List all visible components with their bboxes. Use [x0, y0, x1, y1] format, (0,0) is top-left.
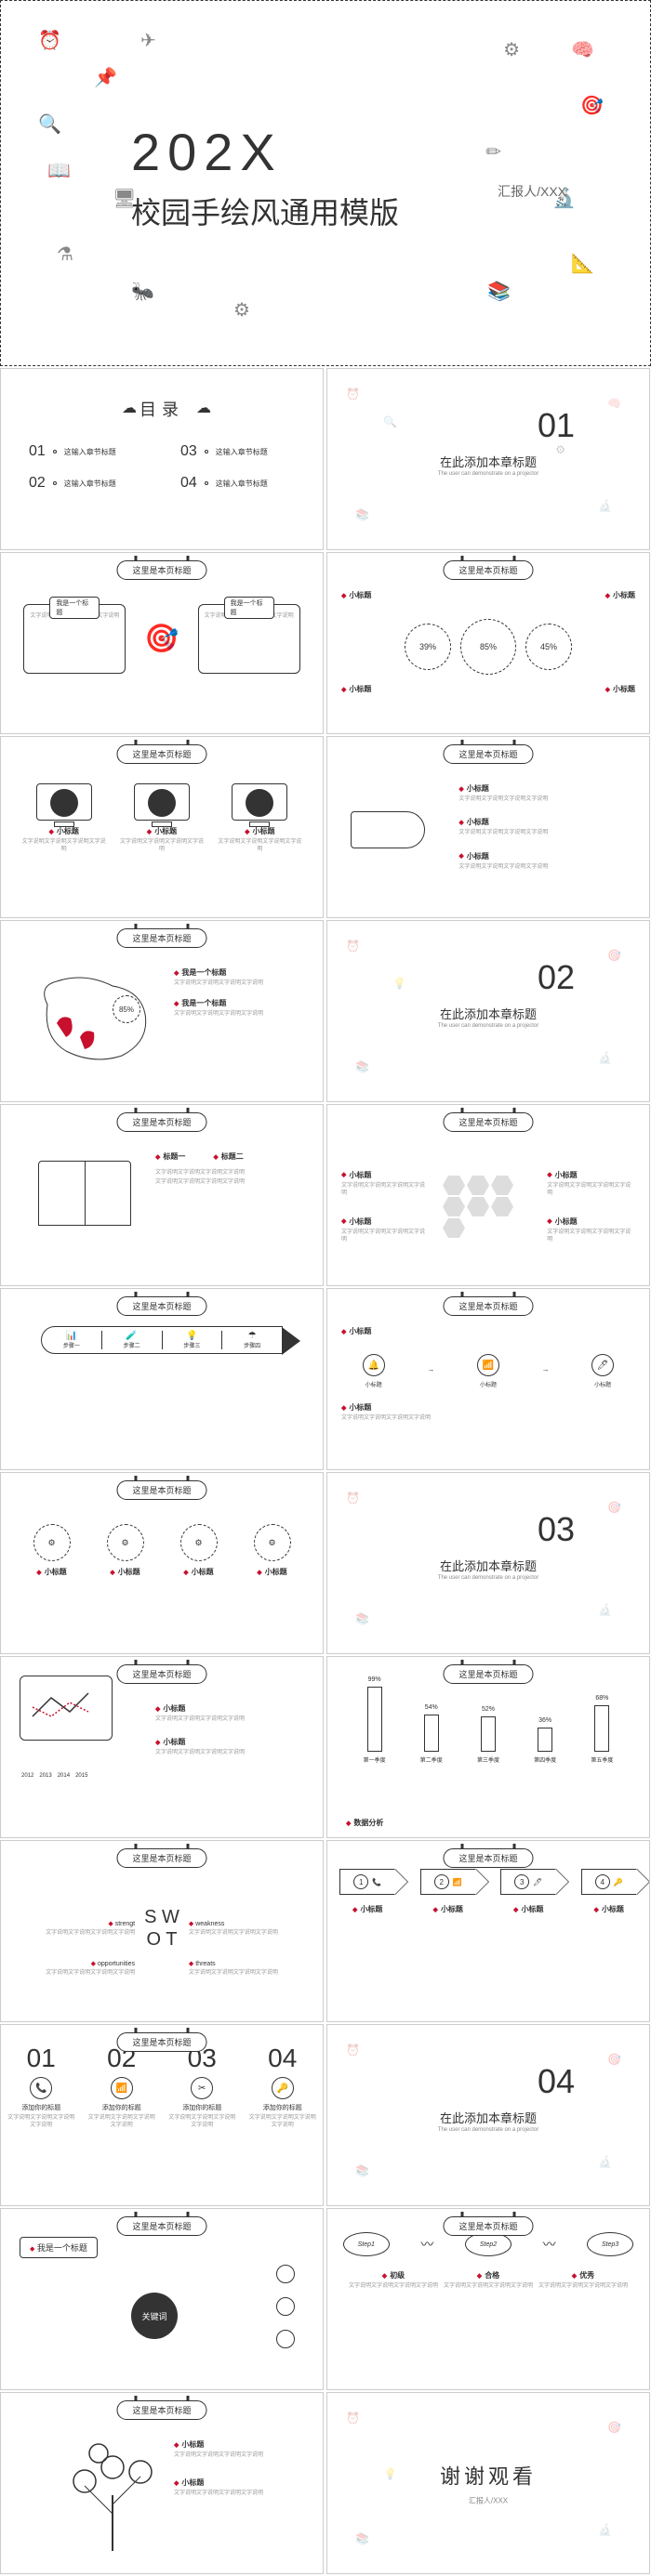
hexagon-cluster	[442, 1175, 535, 1239]
page-title: 这里是本页标题	[116, 2032, 206, 2052]
step-oval: Step3	[587, 2232, 633, 2256]
gear: 85%	[460, 619, 516, 675]
monitor-icon	[232, 783, 287, 821]
page-title: 这里是本页标题	[443, 1664, 533, 1684]
numbered-slide: 这里是本页标题 01📞添加你的标题文字说明文字说明文字说明文字说明 02📶添加你…	[0, 2024, 324, 2206]
swot-slide: 这里是本页标题 ◆ strengt文字说明文字说明文字说明文字说明 S WO T…	[0, 1840, 324, 2022]
map-slide: 这里是本页标题 85% ◆我是一个标题文字说明文字说明文字说明文字说明 ◆我是一…	[0, 920, 324, 1102]
line-chart-slide: 这里是本页标题 2012201320142015 ◆小标题文字说明文字说明文字说…	[0, 1656, 324, 1838]
book-slide: 这里是本页标题 ◆标题一◆标题二 文字说明文字说明文字说明文字说明 文字说明文字…	[0, 1104, 324, 1286]
page-title: 这里是本页标题	[116, 744, 206, 764]
gear-icon: ⚙	[254, 1524, 291, 1561]
panel: 我是一个标题文字说明文字说明文字说明文字说明	[198, 604, 300, 674]
monitor-icon	[134, 783, 190, 821]
section-divider: ⏰📚🎯🔬 04在此添加本章标题The user can demonstrate …	[326, 2024, 650, 2206]
slide-grid: ☁ ☁ 目录 01这输入章节标题 03这输入章节标题 02这输入章节标题 04这…	[0, 366, 651, 2576]
gear: 45%	[525, 624, 572, 670]
toc-title: 目录	[140, 397, 184, 421]
cover-year: 202X	[131, 122, 399, 182]
toc-slide: ☁ ☁ 目录 01这输入章节标题 03这输入章节标题 02这输入章节标题 04这…	[0, 368, 324, 550]
book-icon	[38, 1161, 131, 1226]
thanks-slide: ⏰📚🎯🔬💡 谢谢观看 汇报人/XXX	[326, 2392, 650, 2574]
gear: 39%	[405, 624, 451, 670]
bar-chart-slide: 这里是本页标题 99%第一季度 54%第二季度 52%第三季度 36%第四季度 …	[326, 1656, 650, 1838]
tree-diagram	[57, 2439, 168, 2551]
thanks-author: 汇报人/XXX	[440, 2496, 537, 2506]
section-title: 在此添加本章标题	[440, 453, 537, 470]
page-title: 这里是本页标题	[116, 560, 206, 580]
toc-item: 03这输入章节标题	[180, 443, 295, 460]
pencil-slide: 这里是本页标题 📊步骤一 🧪步骤二 💡步骤三 ☂步骤四	[0, 1288, 324, 1470]
step-oval: Step1	[343, 2232, 390, 2256]
page-title: 这里是本页标题	[116, 1112, 206, 1132]
cover-slide: ⏰📌 ✈🔍 📖🖥 ⚗🐜 🧠⚙ 🎯✏ 🔬📐 📚⚙ 202X 校园手绘风通用模版 汇…	[0, 0, 651, 366]
toc-item: 02这输入章节标题	[29, 475, 143, 492]
bar-chart: 99%第一季度 54%第二季度 52%第三季度 36%第四季度 68%第五季度	[327, 1680, 649, 1764]
section-divider: ⏰🔍📚🧠🔬⚙ 01 在此添加本章标题 The user can demonstr…	[326, 368, 650, 550]
page-title: 这里是本页标题	[116, 2400, 206, 2420]
page-title: 这里是本页标题	[443, 1112, 533, 1132]
china-map	[29, 967, 159, 1070]
three-monitor-slide: 这里是本页标题 ◆小标题文字说明文字说明文字说明文字说明 ◆小标题文字说明文字说…	[0, 736, 324, 918]
arrow: 3🖊	[500, 1869, 556, 1895]
page-title: 这里是本页标题	[116, 1848, 206, 1868]
tree-slide: 这里是本页标题 ◆小标题文字说明文字说明文字说明文字说明 ◆小标题文字说明文字说…	[0, 2392, 324, 2574]
two-panel-slide: 这里是本页标题 我是一个标题文字说明文字说明文字说明文字说明 🎯 我是一个标题文…	[0, 552, 324, 734]
arrow: 4🔑	[581, 1869, 637, 1895]
swot-letters: S WO T	[144, 1906, 179, 1951]
page-title: 这里是本页标题	[116, 1296, 206, 1316]
thanks-title: 谢谢观看	[440, 2461, 537, 2491]
page-title: 这里是本页标题	[443, 560, 533, 580]
flow-slide: 这里是本页标题 ◆小标题 🔔小标题 → 📶小标题 → 🖊小标题 ◆小标题 文字说…	[326, 1288, 650, 1470]
cloud-icon: ☁	[196, 399, 211, 417]
monitor-icon	[36, 783, 92, 821]
page-title: 这里是本页标题	[116, 1480, 206, 1500]
four-gear-slide: 这里是本页标题 ⚙◆小标题 ⚙◆小标题 ⚙◆小标题 ⚙◆小标题	[0, 1472, 324, 1654]
cover-title: 校园手绘风通用模版	[131, 190, 399, 232]
toc-item: 01这输入章节标题	[29, 443, 143, 460]
page-title: 这里是本页标题	[443, 744, 533, 764]
section-divider: ⏰📚🎯🔬 03在此添加本章标题The user can demonstrate …	[326, 1472, 650, 1654]
toc-item: 04这输入章节标题	[180, 475, 295, 492]
gear-icon: ⚙	[33, 1524, 71, 1561]
gear-slide: 这里是本页标题 ◆小标题◆小标题 39% 85% 45% ◆小标题◆小标题	[326, 552, 650, 734]
page-title: 这里是本页标题	[443, 2216, 533, 2236]
pencil-timeline: 📊步骤一 🧪步骤二 💡步骤三 ☂步骤四	[41, 1326, 283, 1354]
section-number: 01	[538, 406, 575, 445]
keyword-circle: 关键词	[131, 2293, 178, 2339]
steps-slide: 这里是本页标题 Step1〰 Step2〰 Step3 ◆初级文字说明文字说明文…	[326, 2208, 650, 2390]
gear-icon: ⚙	[107, 1524, 144, 1561]
branch-slide: 这里是本页标题 ◆小标题文字说明文字说明文字说明文字说明◆小标题文字说明文字说明…	[326, 736, 650, 918]
keyword-slide: 这里是本页标题 ◆ 我是一个标题 关键词	[0, 2208, 324, 2390]
computer-chart	[20, 1676, 113, 1741]
cloud-icon: ☁	[122, 399, 137, 417]
arrow-slide: 这里是本页标题 1📞◆小标题 2📶◆小标题 3🖊◆小标题 4🔑◆小标题	[326, 1840, 650, 2022]
section-subtitle: The user can demonstrate on a projector	[438, 471, 538, 477]
gear-icon: ⚙	[180, 1524, 218, 1561]
title-box: ◆ 我是一个标题	[20, 2237, 98, 2258]
page-title: 这里是本页标题	[116, 2216, 206, 2236]
arrow: 2📶	[420, 1869, 476, 1895]
page-title: 这里是本页标题	[116, 928, 206, 948]
section-divider: ⏰💡📚🎯🔬 02在此添加本章标题The user can demonstrate…	[326, 920, 650, 1102]
page-title: 这里是本页标题	[443, 1296, 533, 1316]
panel: 我是一个标题文字说明文字说明文字说明文字说明	[23, 604, 126, 674]
hexagon-slide: 这里是本页标题 ◆小标题文字说明文字说明文字说明文字说明◆小标题文字说明文字说明…	[326, 1104, 650, 1286]
page-title: 这里是本页标题	[116, 1664, 206, 1684]
arrow: 1📞	[339, 1869, 395, 1895]
cover-author: 汇报人/XXX	[498, 182, 566, 201]
page-title: 这里是本页标题	[443, 1848, 533, 1868]
